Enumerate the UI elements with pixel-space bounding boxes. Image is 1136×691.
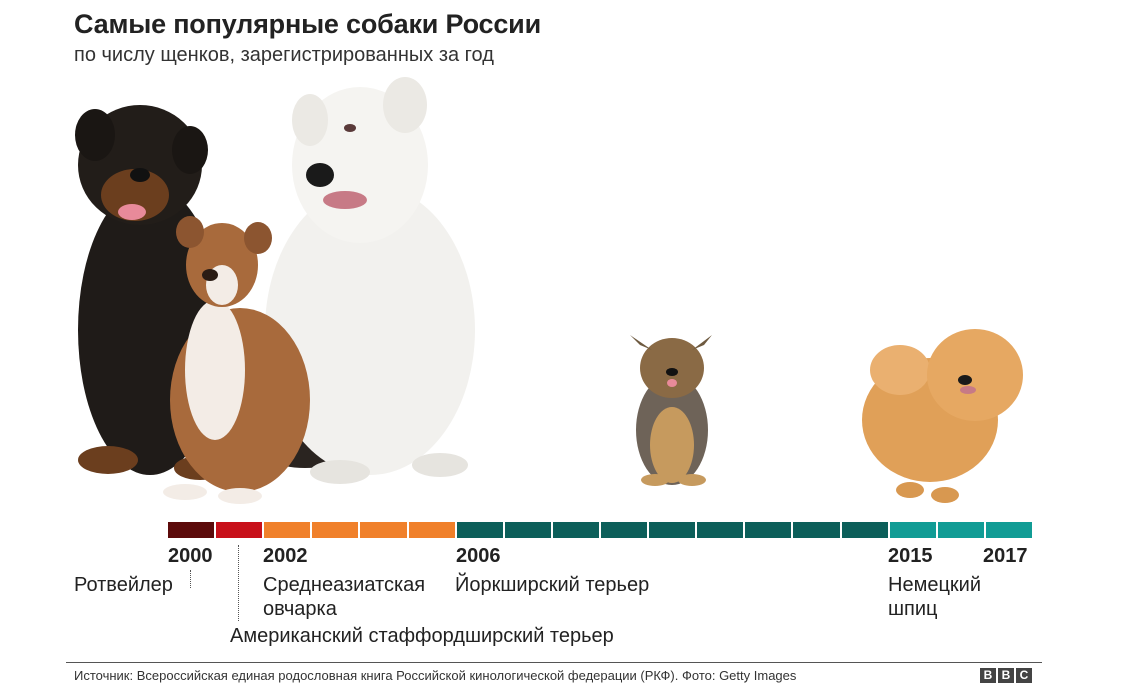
timeline-segment <box>793 522 840 538</box>
timeline-segment <box>841 522 888 538</box>
dog-photos <box>75 77 1023 504</box>
yorkshire-terrier-image <box>630 335 712 486</box>
timeline-segment <box>600 522 648 538</box>
timeline-segment <box>697 522 744 538</box>
timeline-segment <box>985 522 1032 538</box>
rottweiler-connector <box>190 570 191 588</box>
timeline-segment <box>504 522 551 538</box>
year-label-2015: 2015 <box>888 545 933 567</box>
bbc-logo-letter: C <box>1016 668 1032 683</box>
am-staff-connector <box>238 545 239 621</box>
timeline-segment <box>456 522 503 538</box>
source-note: Источник: Всероссийская единая родословн… <box>74 668 797 683</box>
pomeranian-image <box>862 329 1023 503</box>
breed-label-spitz-line2: шпиц <box>888 598 938 620</box>
timeline-segment <box>745 522 792 538</box>
year-label-2017: 2017 <box>983 545 1028 567</box>
timeline-segment <box>360 522 407 538</box>
timeline-segment <box>312 522 359 538</box>
year-label-2002: 2002 <box>263 545 308 567</box>
breed-label-central-asian-line1: Среднеазиатская <box>263 574 426 596</box>
year-label-2000: 2000 <box>168 545 213 567</box>
timeline-segment <box>649 522 696 538</box>
central-asian-shepherd-image <box>265 77 475 484</box>
chart-subtitle: по числу щенков, зарегистрированных за г… <box>74 44 494 66</box>
breed-label-spitz-line1: Немецкий <box>888 574 981 596</box>
timeline-segment <box>408 522 455 538</box>
year-label-2006: 2006 <box>456 545 501 567</box>
timeline-segment <box>937 522 984 538</box>
timeline-segment <box>889 522 936 538</box>
bbc-logo-letter: B <box>998 668 1014 683</box>
footer-divider <box>66 662 1042 663</box>
american-staffordshire-image <box>163 216 310 504</box>
breed-label-am-staff: Американский стаффордширский терьер <box>230 625 614 647</box>
breed-label-yorkshire: Йоркширский терьер <box>455 574 650 596</box>
bbc-logo: B B C <box>980 668 1032 683</box>
timeline-bar <box>168 522 1032 538</box>
chart-title: Самые популярные собаки России <box>74 9 541 39</box>
timeline-segment <box>264 522 311 538</box>
breed-label-central-asian-line2: овчарка <box>263 598 337 620</box>
timeline-segment <box>168 522 215 538</box>
breed-label-rottweiler: Ротвейлер <box>74 574 173 596</box>
timeline-segment <box>216 522 263 538</box>
bbc-logo-letter: B <box>980 668 996 683</box>
timeline-segment <box>552 522 599 538</box>
